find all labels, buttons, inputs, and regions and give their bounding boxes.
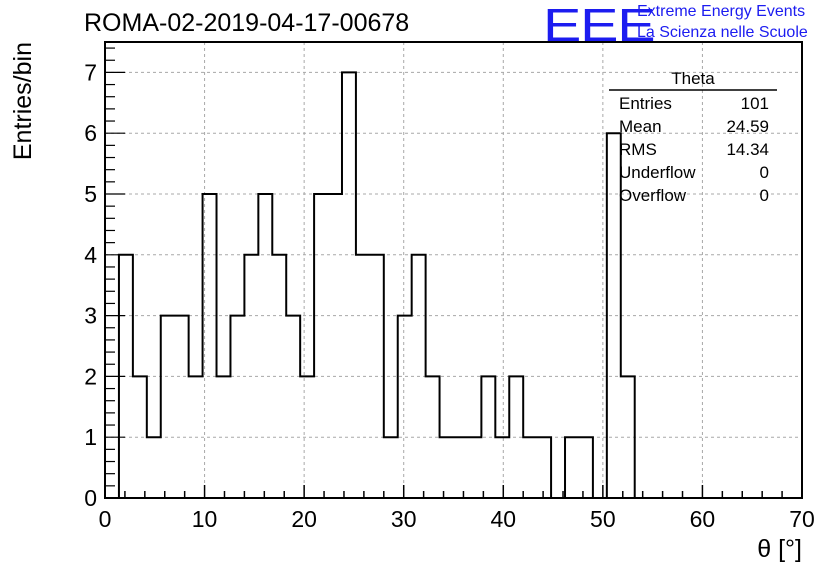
histogram-bin [579, 437, 593, 498]
y-tick-label: 4 [84, 242, 97, 268]
x-tick-label: 10 [192, 506, 218, 532]
histogram-bin [161, 316, 175, 498]
histogram-bin [217, 376, 231, 498]
stats-box-title: Theta [671, 69, 715, 88]
histogram-bin [537, 437, 551, 498]
stats-row-value: 24.59 [726, 117, 769, 136]
histogram-bin [398, 316, 412, 498]
histogram-series [117, 71, 649, 499]
stats-row-label: Underflow [619, 163, 696, 182]
x-tick-label: 50 [590, 506, 616, 532]
y-tick-label: 7 [84, 59, 97, 85]
histogram-bin [454, 437, 468, 498]
histogram-bin [328, 194, 342, 498]
stats-row-value: 0 [760, 186, 769, 205]
y-axis-label: Entries/bin [9, 42, 37, 160]
run-title: ROMA-02-2019-04-17-00678 [84, 9, 410, 37]
histogram-bin [342, 72, 356, 498]
histogram-bin [230, 316, 244, 498]
histogram-bin [384, 437, 398, 498]
x-axis-label: θ [°] [757, 535, 802, 563]
eee-logo-line1: Extreme Energy Events [637, 3, 806, 20]
histogram-bin [440, 437, 454, 498]
stats-row-label: Mean [619, 117, 662, 136]
histogram-bin [175, 316, 189, 498]
histogram-bin [565, 437, 579, 498]
x-tick-label: 60 [690, 506, 716, 532]
stats-row-label: RMS [619, 140, 657, 159]
y-tick-label: 6 [84, 120, 97, 146]
stats-row-value: 14.34 [726, 140, 769, 159]
histogram-bin [495, 437, 509, 498]
histogram-bin [300, 376, 314, 498]
y-tick-label: 0 [84, 485, 97, 511]
y-tick-label: 3 [84, 303, 97, 329]
stats-box: Theta Entries 101 Mean 24.59 RMS 14.34 Underflo… [609, 69, 777, 205]
x-tick-label: 0 [99, 506, 112, 532]
x-tick-label: 20 [291, 506, 317, 532]
y-tick-label: 5 [84, 181, 97, 207]
x-tick-label: 30 [391, 506, 417, 532]
histogram-bin [133, 376, 147, 498]
axis-ticks: 0 10 20 30 40 50 60 70 0 1 2 3 4 5 6 7 [84, 47, 815, 532]
plot-frame [104, 41, 803, 499]
eee-logo-line2: La Scienza nelle Scuole [637, 24, 808, 41]
histogram-bin [147, 437, 161, 498]
stats-row-label: Entries [619, 94, 672, 113]
plot-border [104, 41, 803, 499]
histogram-outline [117, 71, 649, 499]
stats-row-value: 0 [760, 163, 769, 182]
histogram-bin [523, 437, 537, 498]
y-tick-label: 1 [84, 424, 97, 450]
x-tick-label: 40 [490, 506, 516, 532]
stats-row-label: Overflow [619, 186, 687, 205]
grid-lines [105, 42, 802, 498]
histogram-bin [314, 194, 328, 498]
stats-row-value: 101 [741, 94, 769, 113]
histogram-bin [467, 437, 481, 498]
histogram-bin [286, 316, 300, 498]
y-tick-label: 2 [84, 363, 97, 389]
histogram-bin [258, 194, 272, 498]
x-tick-label: 70 [789, 506, 815, 532]
